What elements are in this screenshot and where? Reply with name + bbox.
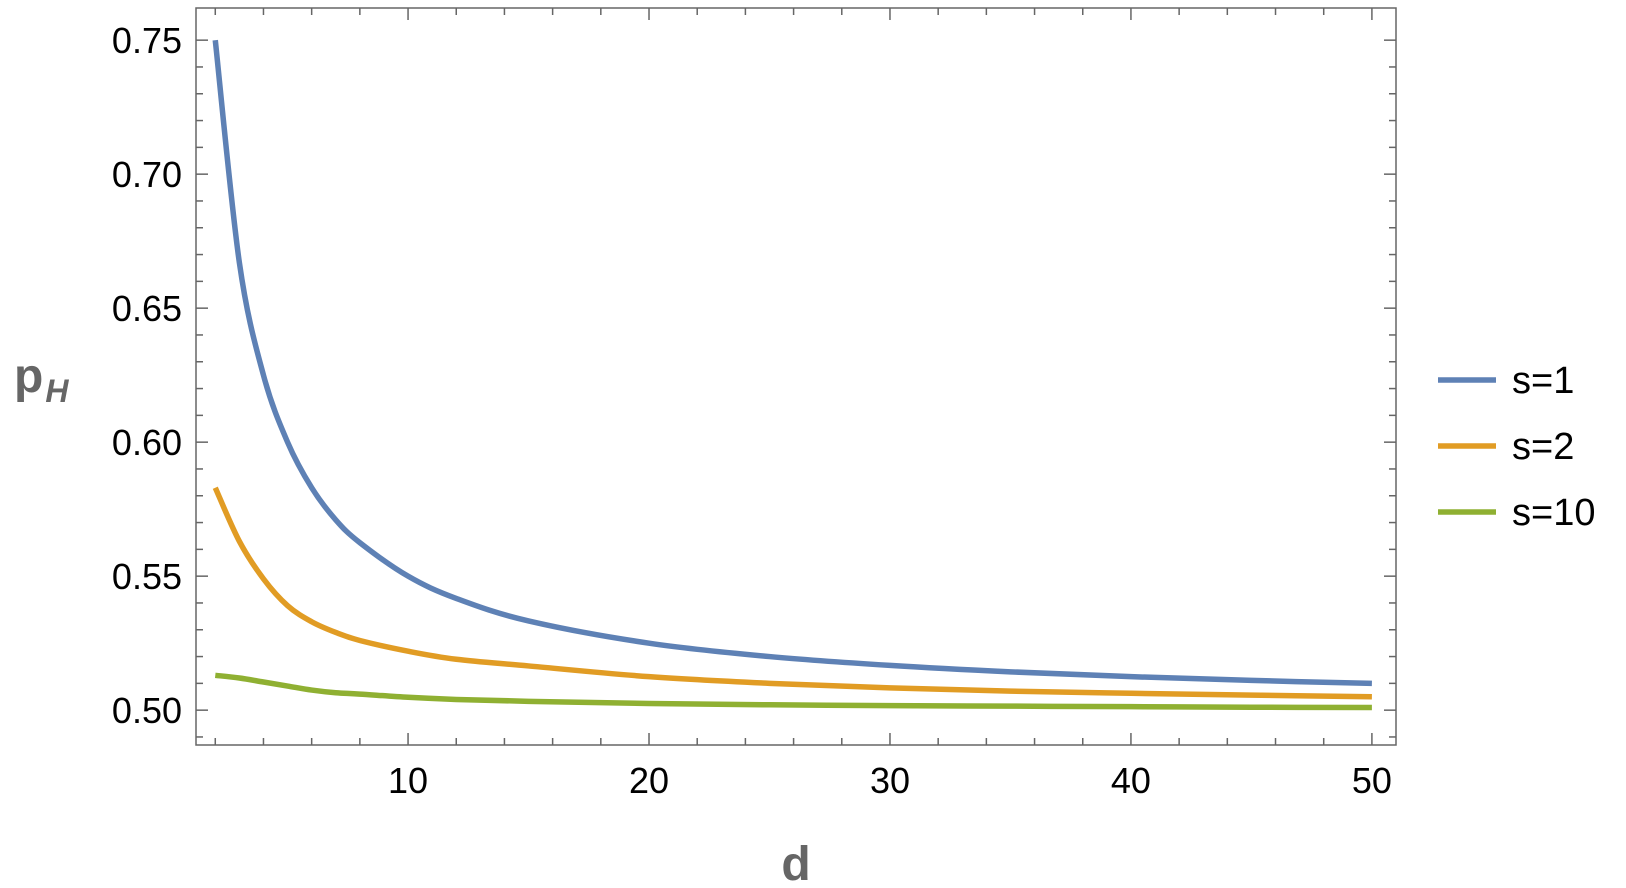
series-line-s-2 — [212, 486, 1372, 700]
series-lines — [212, 39, 1372, 711]
legend: s=1 s=2 s=10 — [1438, 360, 1595, 534]
y-tick-label: 0.55 — [112, 556, 182, 597]
series-line-s-10 — [214, 672, 1372, 711]
legend-label-s-1: s=1 — [1512, 360, 1574, 402]
x-axis-label: d — [781, 838, 810, 888]
x-tick-label: 40 — [1111, 760, 1151, 801]
axis-ticks — [196, 8, 1396, 745]
series-line-s-1 — [212, 39, 1372, 687]
y-axis-label-subscript: H — [45, 373, 69, 409]
legend-label-s-2: s=2 — [1512, 426, 1574, 468]
tick-labels: 10 20 30 40 50 0.50 0.55 0.60 0.65 0.70 0.75 — [112, 20, 1392, 801]
y-tick-label: 0.75 — [112, 20, 182, 61]
y-tick-label: 0.60 — [112, 422, 182, 463]
x-tick-label: 20 — [629, 760, 669, 801]
y-axis-label-main: p — [14, 350, 43, 403]
x-tick-label: 30 — [870, 760, 910, 801]
y-axis-label: pH — [14, 350, 69, 409]
plot-frame — [195, 7, 1397, 746]
legend-label-s-10: s=10 — [1512, 492, 1595, 534]
x-tick-label: 10 — [388, 760, 428, 801]
y-tick-label: 0.70 — [112, 154, 182, 195]
y-tick-label: 0.65 — [112, 288, 182, 329]
x-tick-label: 50 — [1352, 760, 1392, 801]
y-tick-label: 0.50 — [112, 690, 182, 731]
